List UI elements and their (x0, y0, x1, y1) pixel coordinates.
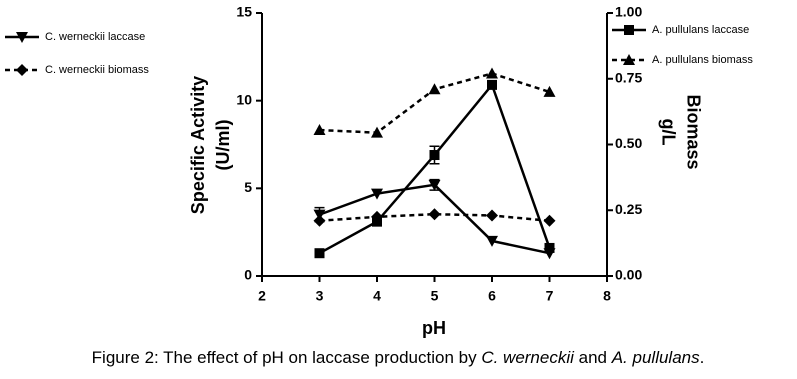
marker (428, 83, 441, 95)
caption-part: . (700, 348, 705, 367)
caption-part: A. pullulans (611, 348, 700, 367)
y2-tick-label: 0.50 (615, 135, 642, 151)
marker (428, 179, 441, 191)
x-tick-label: 2 (258, 288, 266, 304)
caption-part: and (574, 348, 612, 367)
marker (372, 216, 382, 227)
marker (428, 208, 441, 221)
y2-tick-label: 1.00 (615, 4, 642, 20)
series-line (318, 82, 551, 255)
marker (313, 124, 326, 136)
y-tick-label: 15 (236, 4, 252, 20)
marker (624, 25, 634, 35)
legend-label: C. werneckii biomass (45, 64, 149, 76)
x-tick-label: 7 (546, 288, 554, 304)
y2-tick-label: 0.75 (615, 69, 642, 85)
x-tick-label: 6 (488, 288, 496, 304)
marker (486, 209, 498, 222)
marker (371, 188, 383, 200)
marker (486, 235, 498, 247)
marker (313, 214, 326, 227)
y2-axis-label: Biomass (683, 94, 703, 169)
y-tick-label: 10 (236, 91, 252, 107)
x-tick-label: 3 (316, 288, 324, 304)
caption: Figure 2: The effect of pH on laccase pr… (92, 348, 705, 367)
x-tick-label: 4 (373, 288, 381, 304)
marker (543, 85, 556, 97)
marker (314, 248, 325, 259)
legend-label: A. pullulans biomass (652, 54, 753, 66)
marker (371, 126, 383, 138)
marker (623, 54, 635, 65)
y2-tick-label: 0.00 (615, 267, 642, 283)
series-line (319, 212, 550, 223)
y-tick-label: 5 (244, 179, 252, 195)
legend-label: C. werneckii laccase (45, 31, 145, 43)
series-line (319, 72, 550, 134)
marker (16, 64, 28, 76)
caption-part: Figure 2: The effect of pH on laccase pr… (92, 348, 482, 367)
y2-tick-label: 0.25 (615, 201, 642, 217)
marker (487, 79, 497, 90)
marker (429, 150, 440, 161)
marker (544, 242, 555, 253)
caption-part: C. werneckii (481, 348, 575, 367)
marker (543, 214, 556, 227)
marker (486, 67, 498, 79)
x-tick-label: 8 (603, 288, 611, 304)
y-tick-label: 0 (244, 267, 252, 283)
marker (16, 32, 28, 43)
y-axis-label: Specific Activity (188, 76, 208, 214)
legend-label: A. pullulans laccase (652, 24, 749, 36)
x-axis-label: pH (422, 318, 446, 338)
y-axis-label: (U/ml) (213, 120, 233, 171)
x-tick-label: 5 (431, 288, 439, 304)
y2-axis-label: g/L (658, 119, 678, 146)
